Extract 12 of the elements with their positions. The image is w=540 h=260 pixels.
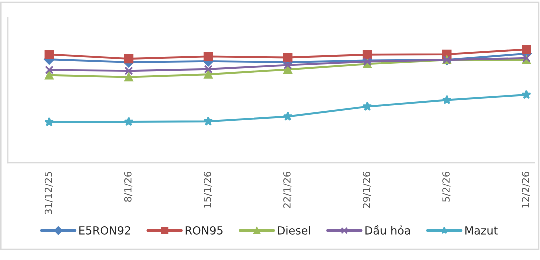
x-tick-label: 12/2/26 xyxy=(522,172,530,208)
legend-label: RON95 xyxy=(186,226,223,235)
legend-label: Diesel xyxy=(278,226,310,235)
x-tick-label: 31/12/25 xyxy=(44,172,54,214)
legend-label: Mazut xyxy=(466,226,498,235)
x-tick-label: 15/1/26 xyxy=(204,172,212,208)
x-tick-label: 29/1/26 xyxy=(363,172,372,208)
x-tick-label: 22/1/26 xyxy=(284,172,292,208)
x-tick-label: 5/2/26 xyxy=(442,172,451,202)
legend-label: Dầu hỏa xyxy=(366,225,410,235)
legend-label: E5RON92 xyxy=(80,226,130,235)
x-tick-label: 8/1/26 xyxy=(124,172,133,202)
